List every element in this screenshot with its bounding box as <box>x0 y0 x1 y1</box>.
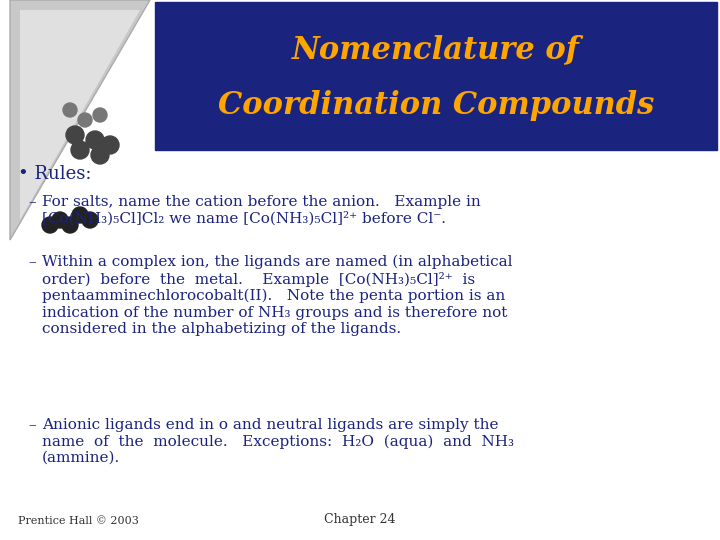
Text: Prentice Hall © 2003: Prentice Hall © 2003 <box>18 516 139 526</box>
Circle shape <box>91 146 109 164</box>
Text: Anionic ligands end in o and neutral ligands are simply the
name  of  the  molec: Anionic ligands end in o and neutral lig… <box>42 418 514 465</box>
FancyBboxPatch shape <box>155 2 717 150</box>
Text: Nomenclature of: Nomenclature of <box>292 34 580 65</box>
Text: For salts, name the cation before the anion.   Example in
[Co(NH₃)₅Cl]Cl₂ we nam: For salts, name the cation before the an… <box>42 195 481 226</box>
Circle shape <box>82 212 98 228</box>
Circle shape <box>72 207 88 223</box>
Polygon shape <box>20 10 140 220</box>
Text: –: – <box>28 418 35 432</box>
Text: –: – <box>28 195 35 209</box>
Text: Within a complex ion, the ligands are named (in alphabetical
order)  before  the: Within a complex ion, the ligands are na… <box>42 255 513 336</box>
Circle shape <box>62 217 78 233</box>
Circle shape <box>66 126 84 144</box>
Circle shape <box>78 113 92 127</box>
Polygon shape <box>10 0 150 240</box>
Text: • Rules:: • Rules: <box>18 165 91 183</box>
Circle shape <box>42 217 58 233</box>
Text: Coordination Compounds: Coordination Compounds <box>218 90 654 121</box>
Circle shape <box>86 131 104 149</box>
Circle shape <box>52 212 68 228</box>
Text: Chapter 24: Chapter 24 <box>324 513 396 526</box>
Text: –: – <box>28 255 35 269</box>
Circle shape <box>93 108 107 122</box>
Circle shape <box>71 141 89 159</box>
Circle shape <box>63 103 77 117</box>
Circle shape <box>101 136 119 154</box>
